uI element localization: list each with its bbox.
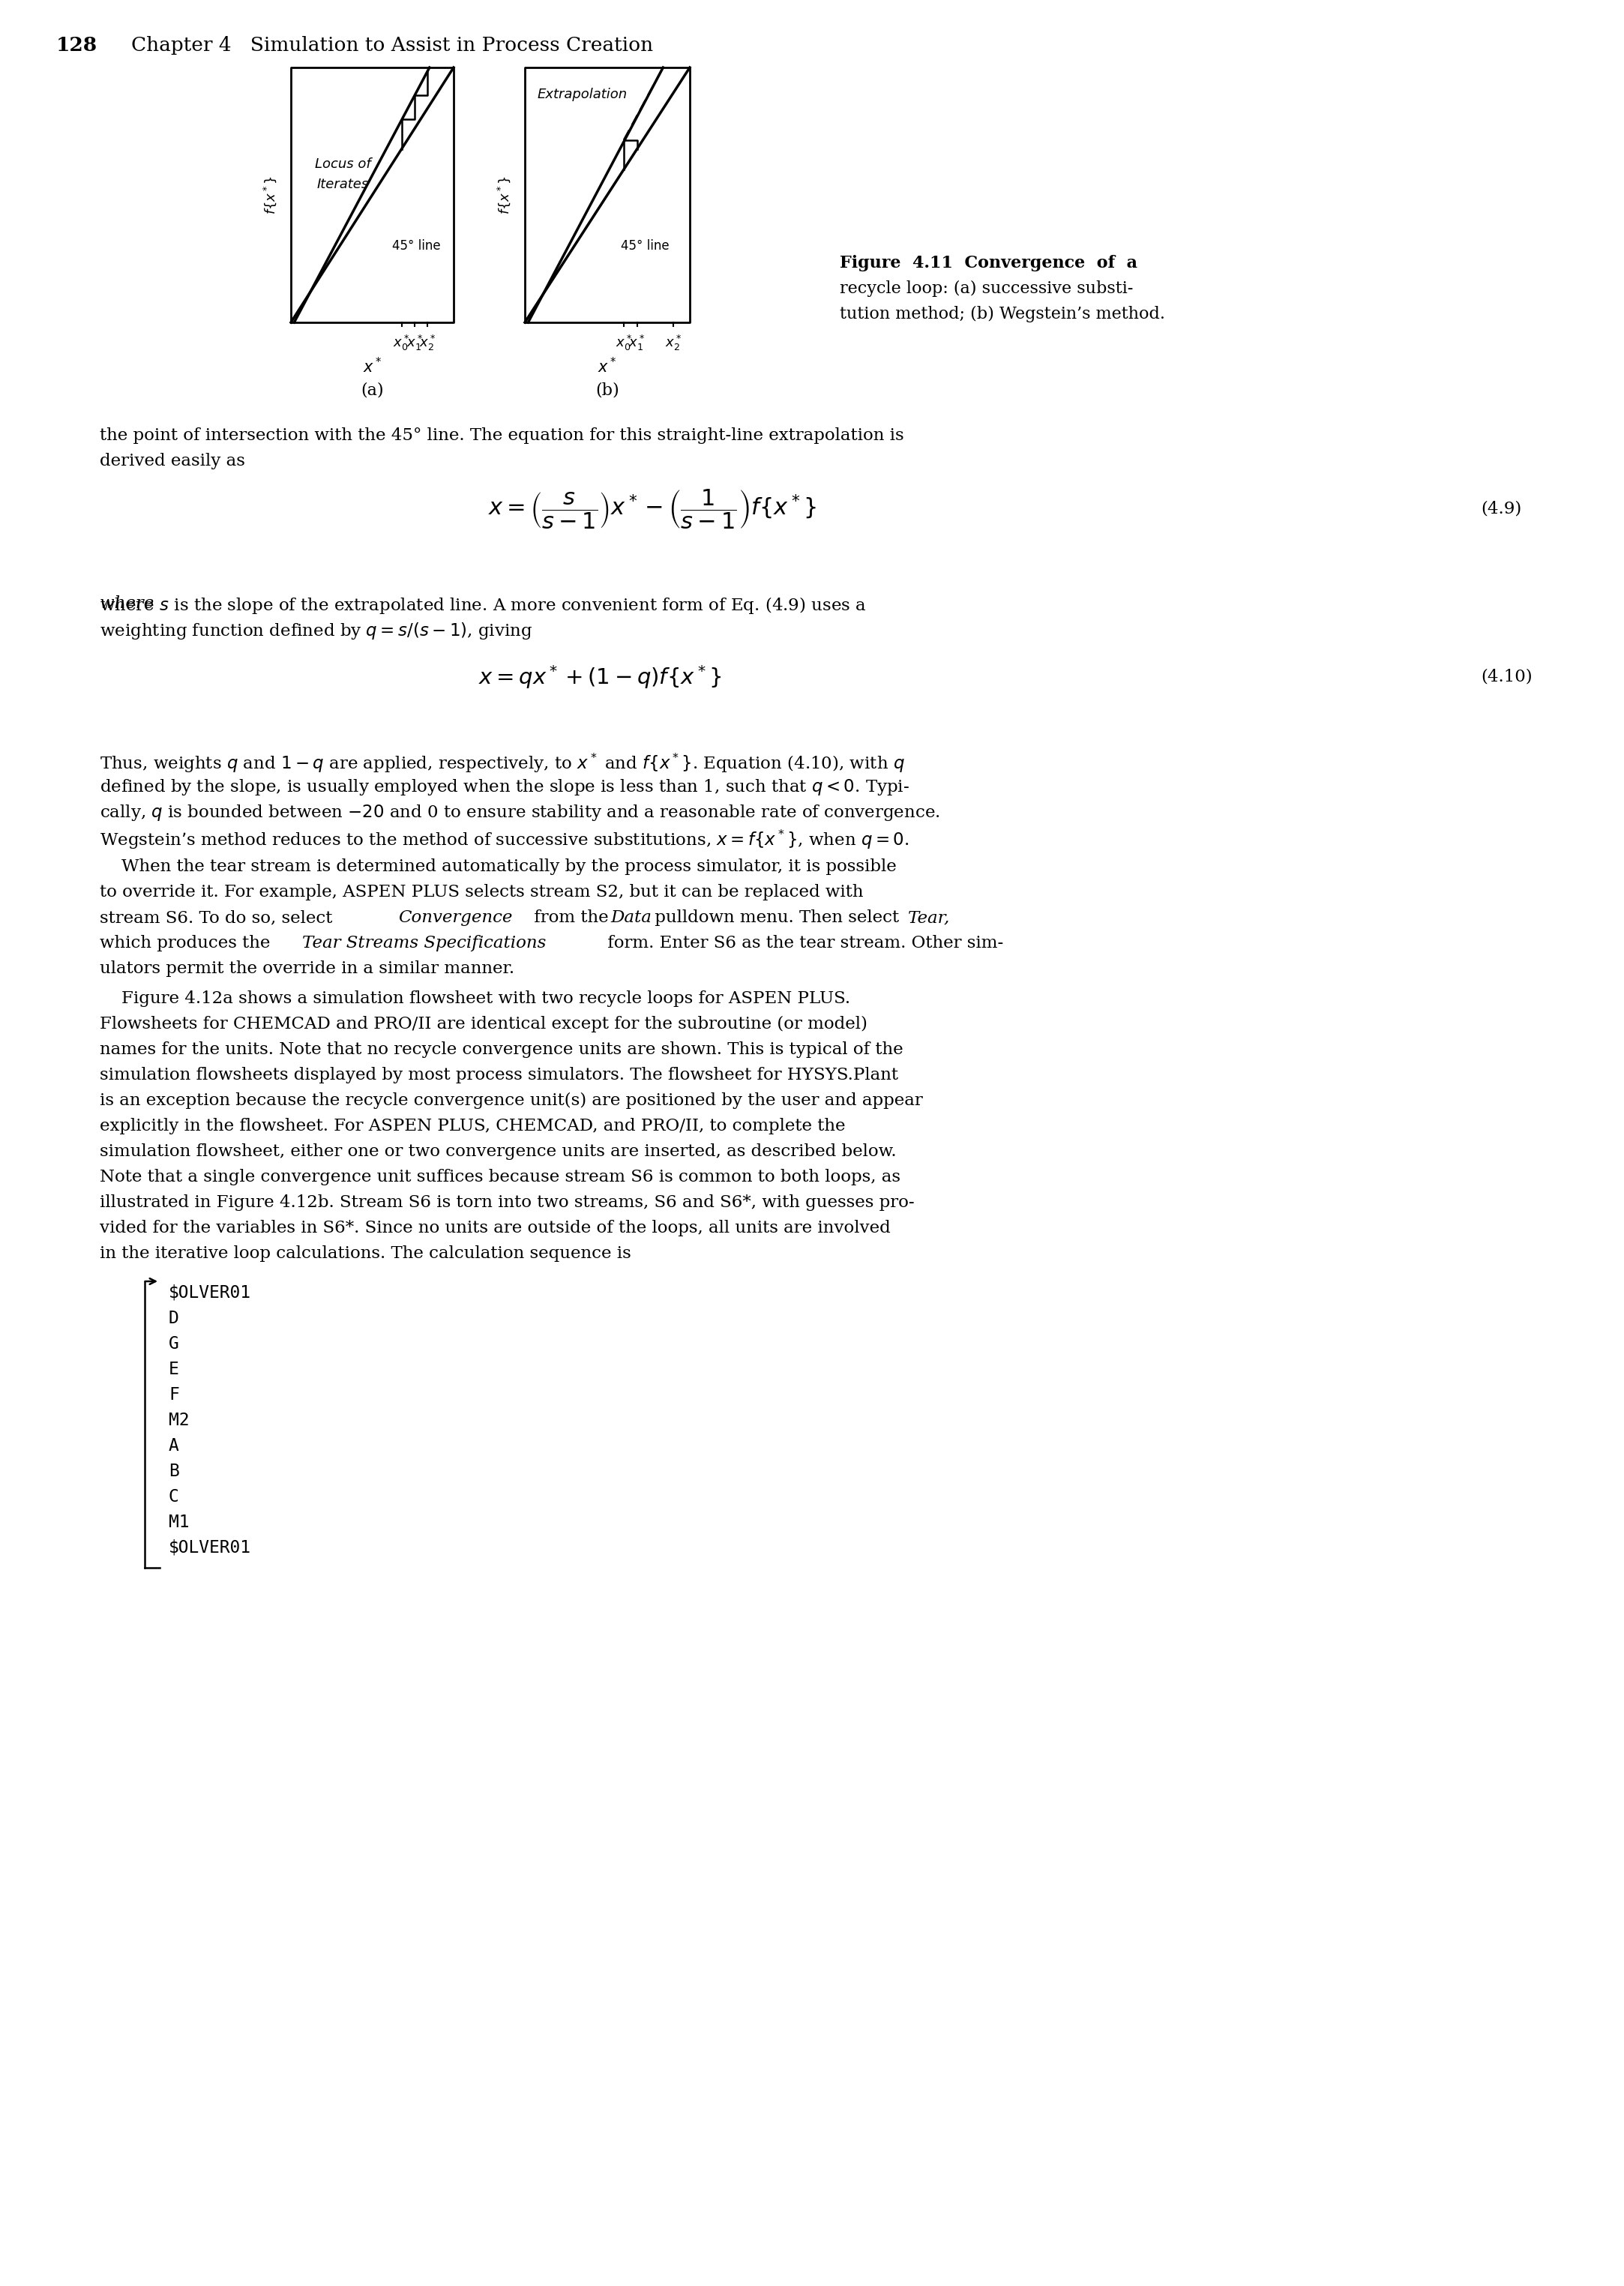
Text: 128: 128: [57, 37, 97, 55]
Text: Iterates: Iterates: [317, 178, 369, 192]
Text: which produces the: which produces the: [99, 935, 276, 951]
Text: Tear Streams Specifications: Tear Streams Specifications: [302, 935, 546, 951]
Text: weighting function defined by $q = s/(s - 1)$, giving: weighting function defined by $q = s/(s …: [99, 622, 533, 640]
Text: $OLVER01: $OLVER01: [169, 1285, 252, 1301]
Text: $x_2^*$: $x_2^*$: [419, 334, 435, 352]
Text: M2: M2: [169, 1413, 190, 1429]
Text: $x_0^*$: $x_0^*$: [393, 334, 409, 352]
Text: Figure  4.11  Convergence  of  a: Figure 4.11 Convergence of a: [840, 256, 1137, 272]
Text: names for the units. Note that no recycle convergence units are shown. This is t: names for the units. Note that no recycl…: [99, 1042, 903, 1058]
Text: (4.9): (4.9): [1481, 501, 1522, 517]
Text: C: C: [169, 1488, 179, 1506]
Text: (4.10): (4.10): [1481, 668, 1533, 684]
Text: $x = qx^* + (1 - q)f\{x^*\}$: $x = qx^* + (1 - q)f\{x^*\}$: [479, 663, 721, 690]
Text: $f\{x^*\}$: $f\{x^*\}$: [261, 176, 278, 215]
Text: simulation flowsheets displayed by most process simulators. The flowsheet for HY: simulation flowsheets displayed by most …: [99, 1068, 898, 1084]
Text: illustrated in Figure 4.12b. Stream S6 is torn into two streams, S6 and S6*, wit: illustrated in Figure 4.12b. Stream S6 i…: [99, 1193, 914, 1212]
Text: $x_1^*$: $x_1^*$: [628, 334, 645, 352]
Text: $x^*$: $x^*$: [362, 357, 382, 375]
Text: (b): (b): [596, 382, 619, 398]
Text: E: E: [169, 1360, 179, 1378]
Text: Convergence: Convergence: [398, 910, 513, 926]
Text: Data: Data: [611, 910, 651, 926]
Text: simulation flowsheet, either one or two convergence units are inserted, as descr: simulation flowsheet, either one or two …: [99, 1143, 896, 1159]
Text: explicitly in the flowsheet. For ASPEN PLUS, CHEMCAD, and PRO/II, to complete th: explicitly in the flowsheet. For ASPEN P…: [99, 1118, 846, 1134]
Text: G: G: [169, 1335, 179, 1353]
Text: (a): (a): [361, 382, 383, 398]
Text: A: A: [169, 1438, 179, 1454]
Text: $x_0^*$: $x_0^*$: [615, 334, 632, 352]
Text: $x_2^*$: $x_2^*$: [664, 334, 682, 352]
Text: Thus, weights $q$ and $1 - q$ are applied, respectively, to $x^*$ and $f\{x^*\}$: Thus, weights $q$ and $1 - q$ are applie…: [99, 752, 905, 775]
Text: where $s$ is the slope of the extrapolated line. A more convenient form of Eq. (: where $s$ is the slope of the extrapolat…: [99, 594, 867, 615]
Text: ulators permit the override in a similar manner.: ulators permit the override in a similar…: [99, 960, 515, 976]
Text: tution method; (b) Wegstein’s method.: tution method; (b) Wegstein’s method.: [840, 306, 1164, 322]
Text: the point of intersection with the 45° line. The equation for this straight-line: the point of intersection with the 45° l…: [99, 427, 905, 443]
Text: M1: M1: [169, 1513, 190, 1532]
Text: 45° line: 45° line: [391, 240, 440, 254]
Text: in the iterative loop calculations. The calculation sequence is: in the iterative loop calculations. The …: [99, 1246, 632, 1262]
Text: B: B: [169, 1463, 179, 1479]
Text: cally, $q$ is bounded between $-20$ and 0 to ensure stability and a reasonable r: cally, $q$ is bounded between $-20$ and …: [99, 802, 940, 823]
Text: Note that a single convergence unit suffices because stream S6 is common to both: Note that a single convergence unit suff…: [99, 1168, 900, 1186]
Text: 45° line: 45° line: [620, 240, 669, 254]
Text: Tear,: Tear,: [908, 910, 950, 926]
Text: When the tear stream is determined automatically by the process simulator, it is: When the tear stream is determined autom…: [99, 860, 896, 876]
Text: is an exception because the recycle convergence unit(s) are positioned by the us: is an exception because the recycle conv…: [99, 1093, 922, 1109]
Text: pulldown menu. Then select: pulldown menu. Then select: [650, 910, 905, 926]
Text: defined by the slope, is usually employed when the slope is less than 1, such th: defined by the slope, is usually employe…: [99, 777, 909, 798]
Text: D: D: [169, 1310, 179, 1328]
Text: Figure 4.12a shows a simulation flowsheet with two recycle loops for ASPEN PLUS.: Figure 4.12a shows a simulation flowshee…: [99, 990, 851, 1006]
Text: recycle loop: (a) successive substi-: recycle loop: (a) successive substi-: [840, 281, 1134, 297]
Text: vided for the variables in S6*. Since no units are outside of the loops, all uni: vided for the variables in S6*. Since no…: [99, 1221, 890, 1237]
Text: to override it. For example, ASPEN PLUS selects stream S2, but it can be replace: to override it. For example, ASPEN PLUS …: [99, 885, 864, 901]
Text: Extrapolation: Extrapolation: [538, 87, 627, 101]
Text: F: F: [169, 1385, 179, 1404]
Text: $f\{x^*\}$: $f\{x^*\}$: [495, 176, 512, 215]
Text: Locus of: Locus of: [315, 158, 370, 171]
Text: $x_1^*$: $x_1^*$: [406, 334, 422, 352]
Text: Flowsheets for CHEMCAD and PRO/II are identical except for the subroutine (or mo: Flowsheets for CHEMCAD and PRO/II are id…: [99, 1015, 867, 1033]
Text: $OLVER01: $OLVER01: [169, 1538, 252, 1557]
Text: Chapter 4   Simulation to Assist in Process Creation: Chapter 4 Simulation to Assist in Proces…: [132, 37, 653, 55]
Text: from the: from the: [528, 910, 614, 926]
Text: $x^*$: $x^*$: [598, 357, 617, 375]
Text: where: where: [99, 594, 159, 613]
Text: form. Enter S6 as the tear stream. Other sim-: form. Enter S6 as the tear stream. Other…: [603, 935, 1004, 951]
Text: $x = \left(\dfrac{s}{s-1}\right)x^* - \left(\dfrac{1}{s-1}\right)f\{x^*\}$: $x = \left(\dfrac{s}{s-1}\right)x^* - \l…: [489, 487, 817, 530]
Text: stream S6. To do so, select: stream S6. To do so, select: [99, 910, 338, 926]
Text: Wegstein’s method reduces to the method of successive substitutions, $x = f\{x^*: Wegstein’s method reduces to the method …: [99, 828, 909, 850]
Text: derived easily as: derived easily as: [99, 453, 245, 469]
